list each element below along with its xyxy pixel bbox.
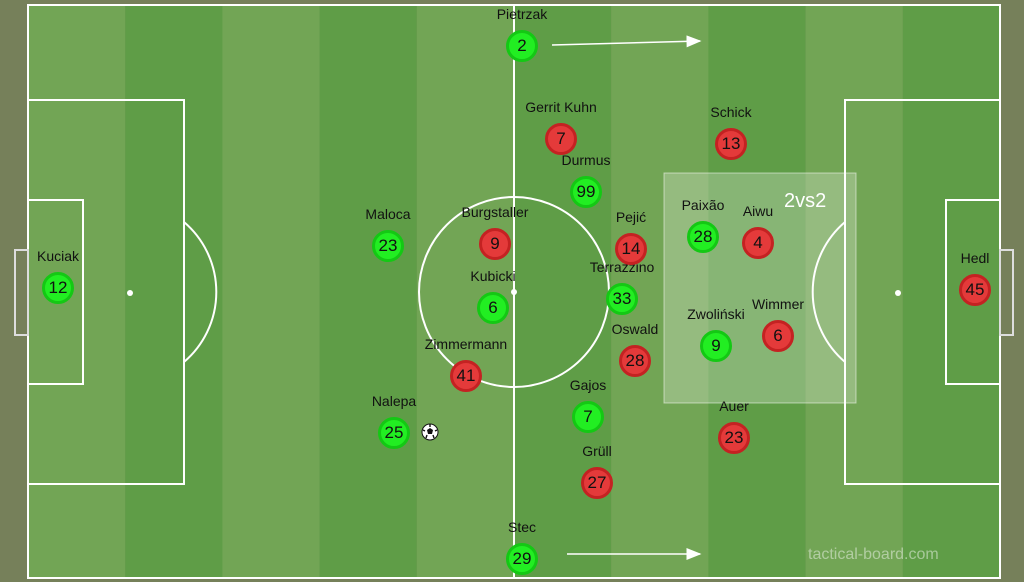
player-name: Nalepa (371, 393, 417, 409)
pitch-stripes (28, 5, 1001, 578)
player-name: Pietrzak (496, 6, 548, 22)
player-name: Oswald (611, 321, 659, 337)
player-number: 33 (606, 283, 638, 315)
player-number: 6 (762, 320, 794, 352)
player-name: Maloca (365, 206, 411, 222)
player-number: 99 (570, 176, 602, 208)
player-name: Kubicki (470, 268, 516, 284)
player-name: Zimmermann (424, 336, 508, 352)
pitch-stripe (416, 5, 515, 578)
player-name: Kuciak (36, 248, 80, 264)
player-name: Stec (507, 519, 536, 535)
player-number: 27 (581, 467, 613, 499)
zone-label: 2vs2 (784, 190, 827, 212)
player-name: Gajos (569, 377, 607, 393)
pitch-stripe (708, 5, 806, 578)
player-number: 7 (545, 123, 577, 155)
player-number: 7 (572, 401, 604, 433)
player-number: 45 (959, 274, 991, 306)
player-number: 25 (378, 417, 410, 449)
run-arrow-pietrzak (551, 35, 702, 48)
right-goal (999, 249, 1014, 336)
player-number: 28 (619, 345, 651, 377)
pitch-lines (14, 4, 1014, 579)
player-number: 23 (372, 230, 404, 262)
player-number: 23 (718, 422, 750, 454)
player-number: 2 (506, 30, 538, 62)
player-name: Hedl (960, 250, 990, 266)
player-name: Durmus (561, 152, 611, 168)
player-name: Burgstaller (461, 204, 529, 220)
pitch-stripe (319, 5, 417, 578)
player-name: Aiwu (742, 203, 774, 219)
left-penalty-spot (127, 290, 133, 296)
player-number: 29 (506, 543, 538, 575)
left-penalty-arc (183, 221, 218, 363)
center-spot (511, 289, 517, 295)
player-name: Zwoliński (687, 306, 745, 322)
player-number: 6 (477, 292, 509, 324)
2vs2-zone (663, 172, 857, 404)
pitch-stripe (125, 5, 223, 578)
player-name: Paixão (681, 197, 725, 213)
player-number: 28 (687, 221, 719, 253)
player-name: Gerrit Kuhn (525, 99, 597, 115)
player-number: 12 (42, 272, 74, 304)
player-name: Grüll (582, 443, 612, 459)
player-number: 14 (615, 233, 647, 265)
right-penalty-arc (811, 221, 846, 363)
player-number: 4 (742, 227, 774, 259)
ball-icon[interactable] (421, 423, 439, 441)
player-name: Auer (719, 398, 749, 414)
watermark: tactical-board.com (808, 546, 939, 563)
player-name: Schick (710, 104, 752, 120)
player-number: 9 (479, 228, 511, 260)
left-goal (14, 249, 29, 336)
player-number: 9 (700, 330, 732, 362)
player-name: Wimmer (751, 296, 805, 312)
pitch-stripe (222, 5, 320, 578)
player-number: 41 (450, 360, 482, 392)
right-penalty-spot (895, 290, 901, 296)
player-number: 13 (715, 128, 747, 160)
player-name: Pejić (615, 209, 647, 225)
